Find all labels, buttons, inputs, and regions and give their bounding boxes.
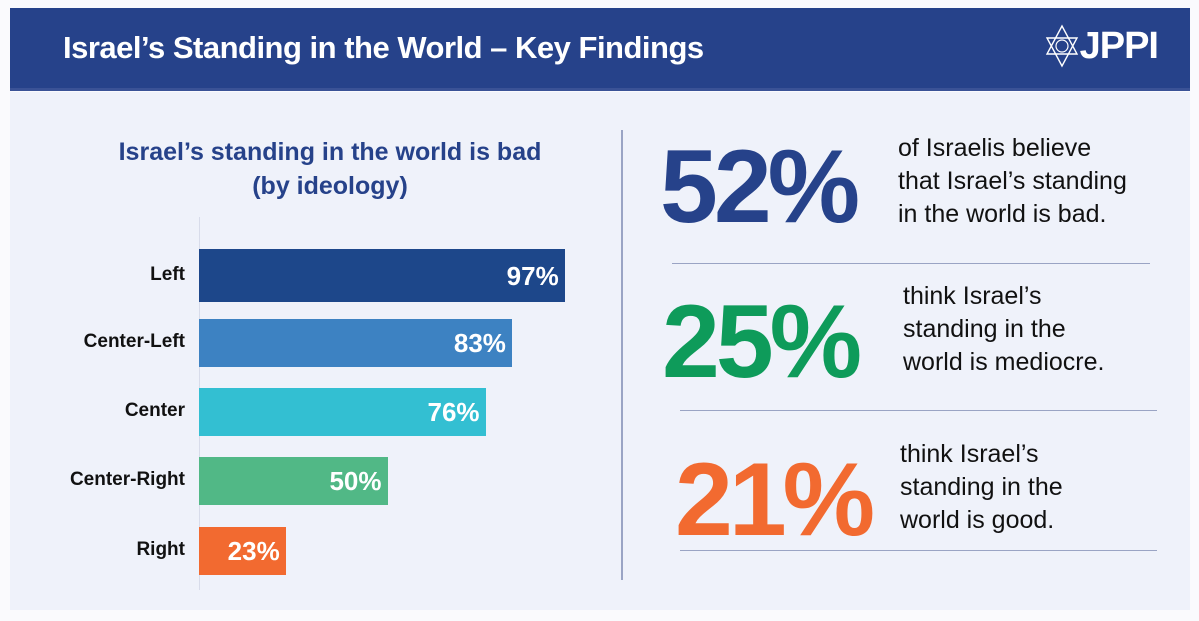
finding-separator — [680, 410, 1157, 411]
bar-center — [199, 388, 486, 436]
bar-center-right — [199, 457, 388, 505]
finding-line: of Israelis believe — [898, 134, 1092, 162]
category-label: Center-Right — [69, 469, 185, 490]
chart-title-main: Israel’s standing in the world is bad — [118, 138, 542, 166]
bar-value-label: 76% — [427, 397, 480, 427]
finding-description: think Israel’s standing in the world is go… — [900, 438, 1063, 537]
chart-title: Israel’s standing in the world is bad (b… — [60, 135, 600, 203]
finding-line: standing in the — [903, 315, 1066, 343]
chart-subtitle: (by ideology) — [252, 172, 408, 200]
finding-percentage: 52% — [660, 129, 860, 245]
finding-line: think Israel’s — [900, 440, 1039, 468]
logo-text: JPPI — [1079, 24, 1159, 67]
star-of-david-icon — [1045, 24, 1078, 68]
page-title: Israel’s Standing in the World – Key Fin… — [63, 30, 704, 65]
finding-line: that Israel’s standing — [898, 167, 1127, 195]
finding-separator — [680, 550, 1157, 551]
finding-description: of Israelis believe that Israel’s standin… — [898, 132, 1127, 231]
category-label: Left — [150, 263, 185, 285]
jppi-logo: JPPI — [1044, 24, 1159, 68]
bar-left — [199, 249, 565, 302]
category-label: Center — [124, 400, 185, 421]
vertical-divider — [621, 130, 623, 580]
finding-separator — [672, 263, 1150, 264]
finding-line: world is good. — [900, 506, 1055, 534]
bar-value-label: 97% — [506, 260, 559, 291]
finding-percentage: 25% — [662, 284, 862, 400]
bar-right — [199, 527, 286, 575]
category-label: Center-Left — [83, 331, 185, 352]
finding-line: standing in the — [900, 473, 1063, 501]
category-label: Right — [136, 539, 185, 560]
header-banner: Israel’s Standing in the World – Key Fin… — [10, 8, 1190, 91]
finding-description: think Israel’s standing in the world is me… — [903, 280, 1104, 379]
finding-line: think Israel’s — [903, 282, 1042, 310]
bar-value-label: 23% — [227, 536, 280, 566]
bar-value-label: 50% — [329, 466, 382, 496]
bar-center-left — [199, 319, 512, 367]
finding-line: world is mediocre. — [903, 348, 1105, 376]
finding-percentage: 21% — [675, 442, 875, 558]
finding-line: in the world is bad. — [898, 200, 1107, 228]
bar-value-label: 83% — [453, 328, 506, 358]
